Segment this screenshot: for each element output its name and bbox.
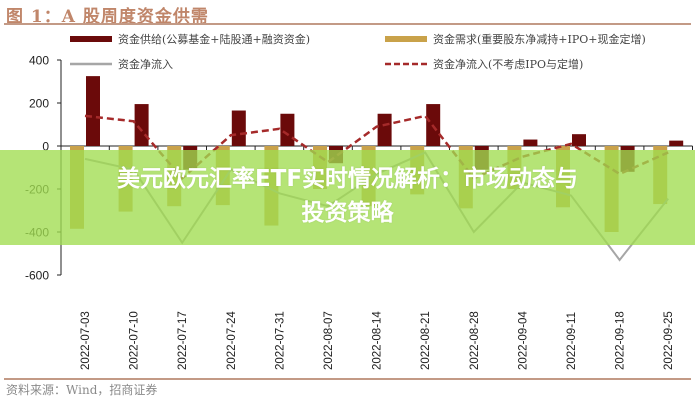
bar-supply <box>572 134 586 146</box>
title-divider <box>4 23 691 25</box>
y-tick-label: 400 <box>29 54 49 68</box>
x-tick-label: 2022-09-11 <box>566 312 578 370</box>
x-tick-label: 2022-07-31 <box>274 311 286 370</box>
bar-supply <box>523 139 538 146</box>
bar-supply <box>134 104 149 146</box>
x-tick-label: 2022-07-24 <box>226 311 238 370</box>
x-tick-label: 2022-09-18 <box>615 311 627 370</box>
banner-line-1: 美元欧元汇率ETF实时情况解析：市场动态与 <box>116 166 579 192</box>
x-tick-label: 2022-07-10 <box>129 311 141 370</box>
bar-supply <box>669 140 684 146</box>
x-tick-label: 2022-09-25 <box>663 311 675 370</box>
y-tick-label: 0 <box>42 140 49 154</box>
legend-swatch-supply <box>70 36 112 42</box>
banner-headline: 美元欧元汇率ETF实时情况解析：市场动态与 投资策略 <box>0 162 695 230</box>
bar-supply <box>280 113 295 146</box>
legend-label-supply: 资金供给(公募基金+陆股通+融资资金) <box>118 32 310 46</box>
bar-supply <box>231 110 246 146</box>
y-tick-label: -600 <box>25 269 49 283</box>
x-tick-label: 2022-07-03 <box>80 311 92 370</box>
x-tick-label: 2022-08-07 <box>323 311 335 370</box>
x-tick-label: 2022-08-14 <box>372 311 384 370</box>
legend-label-net: 资金净流入 <box>118 57 173 71</box>
overlay-banner <box>0 150 695 245</box>
source-note: 资料来源：Wind，招商证券 <box>6 383 158 397</box>
y-tick-label: 200 <box>29 97 49 111</box>
x-tick-label: 2022-08-21 <box>420 311 432 370</box>
legend-swatch-demand <box>385 36 427 42</box>
bar-supply <box>86 76 100 146</box>
source-divider <box>4 378 691 380</box>
x-tick-label: 2022-08-28 <box>469 311 481 370</box>
legend-label-demand: 资金需求(重要股东净减持+IPO+现金定增) <box>433 32 646 46</box>
x-tick-label: 2022-09-04 <box>517 311 529 370</box>
banner-line-2: 投资策略 <box>301 200 394 226</box>
legend-label-net-excl: 资金净流入(不考虑IPO与定增) <box>433 57 583 71</box>
figure-title: 图 1：A 股周度资金供需 <box>6 7 209 27</box>
x-tick-label: 2022-07-17 <box>177 311 189 370</box>
chart-legend: 资金供给(公募基金+陆股通+融资资金) 资金需求(重要股东净减持+IPO+现金定增… <box>70 32 646 71</box>
bar-supply <box>377 113 392 146</box>
